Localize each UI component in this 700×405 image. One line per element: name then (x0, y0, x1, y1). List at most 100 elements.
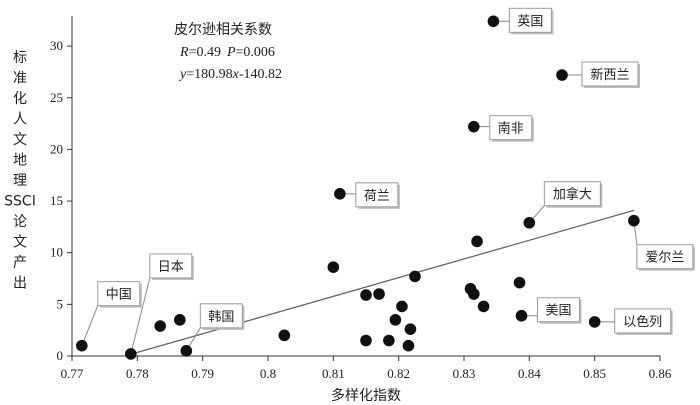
p-value: =0.006 (236, 45, 275, 60)
x-tick-label: 0.84 (518, 366, 541, 381)
data-point (468, 120, 480, 133)
callout-label: 南非 (498, 121, 524, 137)
data-point (588, 316, 601, 328)
r-label: R (179, 45, 189, 60)
y-axis-title-char: 文 (13, 235, 27, 251)
callout-box (581, 61, 639, 87)
data-point (523, 216, 536, 229)
data-point (125, 348, 137, 360)
x-axis-title: 多样化指数 (331, 387, 401, 404)
data-point (477, 300, 490, 313)
callout-label: 爱尔兰 (645, 251, 684, 266)
eq-tail: -140.82 (239, 67, 282, 82)
callout-label: 英国 (517, 14, 543, 29)
data-point (327, 261, 340, 273)
y-axis-title-char: 文 (13, 132, 27, 148)
callout-leader (81, 305, 99, 346)
eq-mid: =180.98 (186, 67, 232, 82)
trendline (130, 209, 635, 355)
data-point (174, 314, 186, 326)
y-tick-label: 15 (50, 193, 63, 208)
callout-box (97, 281, 141, 307)
x-tick-label: 0.8 (260, 366, 276, 381)
y-axis-title-char: 理 (13, 173, 27, 189)
stats-equation: y=180.98x-140.82 (178, 67, 282, 82)
callout-box (636, 244, 694, 270)
data-point (628, 214, 640, 227)
y-axis-title-char: 出 (13, 276, 27, 292)
data-point (409, 270, 421, 283)
data-point (383, 334, 395, 347)
callout-label: 荷兰 (364, 189, 390, 204)
trendline-group (130, 209, 635, 355)
y-axis-title-char: 化 (13, 91, 27, 107)
stats-heading: 皮尔逊相关系数 (174, 22, 272, 38)
y-axis-title-char: 人 (13, 112, 27, 128)
stats-box: 皮尔逊相关系数 R=0.49 P=0.006 y=180.98x-140.82 (174, 22, 282, 82)
y-axis-title-char: 标 (13, 50, 27, 66)
x-tick-label: 0.78 (126, 366, 149, 381)
data-point (76, 339, 88, 352)
y-tick-label: 5 (57, 296, 64, 311)
x-tick-label: 0.85 (583, 366, 606, 381)
y-axis-title-char: SSCI (4, 194, 36, 210)
callout-box (536, 297, 580, 323)
callout-box (543, 181, 601, 207)
data-point (360, 334, 372, 347)
eq-x: x (232, 67, 240, 82)
callout-box (614, 308, 672, 334)
data-point (373, 288, 385, 300)
data-point (468, 288, 480, 300)
callout-label: 日本 (158, 260, 184, 275)
data-point (487, 15, 500, 28)
x-tick-label: 0.79 (191, 366, 214, 381)
callout-label: 新西兰 (590, 67, 629, 83)
data-point (180, 345, 193, 357)
x-tick-label: 0.77 (61, 366, 84, 381)
x-tick-label: 0.82 (387, 366, 410, 381)
y-tick-label: 10 (50, 245, 63, 260)
data-point (404, 323, 417, 335)
x-tick-label: 0.86 (649, 366, 672, 381)
y-tick-label: 30 (50, 38, 63, 53)
callout-label: 韩国 (208, 310, 234, 325)
y-tick-label: 20 (50, 141, 63, 156)
x-tick-label: 0.81 (322, 366, 345, 381)
points-group (76, 15, 640, 360)
eq-y: y (178, 67, 187, 82)
callout-box (508, 7, 552, 33)
y-axis-title-char: 论 (13, 214, 27, 230)
x-tick-label: 0.83 (453, 366, 476, 381)
callout-label: 中国 (106, 288, 132, 303)
data-point (396, 300, 408, 313)
data-point (360, 289, 372, 301)
data-point (471, 235, 483, 248)
callout-box (489, 115, 533, 141)
data-point (154, 320, 166, 332)
callout-label: 加拿大 (553, 187, 592, 203)
data-point (556, 69, 568, 81)
callout-label: 美国 (545, 304, 571, 319)
y-tick-label: 0 (57, 348, 64, 363)
r-value: =0.49 (189, 45, 221, 60)
callout-leader (130, 277, 151, 355)
data-point (278, 329, 291, 342)
data-point (402, 339, 415, 352)
callout-box (355, 182, 399, 208)
y-axis-title-char: 产 (13, 255, 27, 271)
data-point (515, 309, 528, 322)
data-point (513, 276, 526, 289)
y-axis-title-char: 地 (13, 153, 27, 169)
axes: 0.77 0.78 0.79 0.8 0.81 0.82 0.83 0.84 0.85 0.86 0… (50, 16, 672, 381)
callout-box (149, 253, 193, 279)
data-point (334, 188, 346, 200)
y-axis-title-char: 准 (13, 71, 27, 87)
p-label: P (226, 45, 236, 60)
stats-correlation: R=0.49 P=0.006 (179, 45, 275, 60)
y-tick-label: 25 (50, 90, 63, 105)
callout-label: 以色列 (623, 314, 662, 330)
callout-box (199, 303, 243, 329)
